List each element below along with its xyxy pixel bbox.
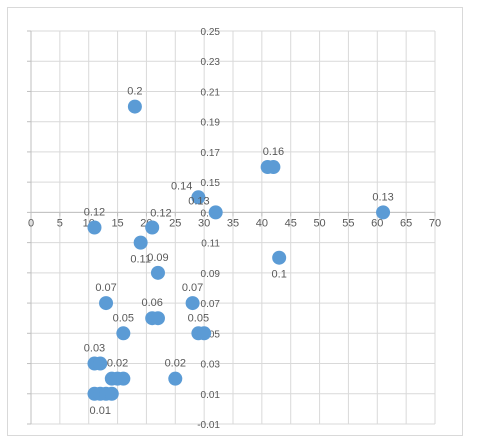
y-tick-label: -0.01 bbox=[197, 420, 220, 431]
data-point bbox=[168, 371, 183, 386]
x-tick-label: 50 bbox=[313, 217, 325, 229]
x-tick-label: 40 bbox=[256, 217, 268, 229]
x-tick-label: 55 bbox=[342, 217, 354, 229]
data-point bbox=[272, 250, 287, 265]
x-tick-label: 15 bbox=[111, 217, 123, 229]
data-label: 0.03 bbox=[84, 343, 105, 355]
y-tick-label: 0.09 bbox=[201, 269, 221, 280]
data-point bbox=[197, 326, 212, 341]
data-point bbox=[145, 220, 160, 235]
data-point bbox=[116, 371, 131, 386]
data-label: 0.05 bbox=[113, 312, 134, 324]
data-label: 0.02 bbox=[165, 358, 186, 370]
data-label: 0.01 bbox=[90, 405, 111, 417]
data-point bbox=[116, 326, 131, 341]
y-tick-label: 0.03 bbox=[201, 360, 221, 371]
y-tick-label: 0.19 bbox=[201, 118, 221, 129]
data-point bbox=[185, 296, 200, 311]
x-tick-label: 65 bbox=[400, 217, 412, 229]
data-label: 0.1 bbox=[272, 269, 287, 281]
data-label: 0.02 bbox=[107, 358, 128, 370]
data-label: 0.13 bbox=[188, 195, 209, 207]
y-tick-label: 0.15 bbox=[201, 178, 221, 189]
data-point bbox=[87, 220, 102, 235]
y-tick-label: 0.25 bbox=[201, 27, 221, 38]
x-tick-label: 0 bbox=[28, 217, 34, 229]
axes bbox=[27, 30, 436, 425]
data-label: 0.12 bbox=[150, 208, 171, 220]
data-label: 0.14 bbox=[171, 180, 192, 192]
data-label: 0.07 bbox=[95, 282, 116, 294]
y-tick-label: 0.01 bbox=[201, 390, 221, 401]
data-point bbox=[208, 205, 223, 220]
y-tick-label: 0.21 bbox=[201, 87, 221, 98]
data-point bbox=[133, 235, 148, 250]
data-point bbox=[104, 386, 119, 401]
x-tick-label: 35 bbox=[227, 217, 239, 229]
data-label: 0.16 bbox=[263, 146, 284, 158]
x-tick-label: 70 bbox=[429, 217, 441, 229]
data-point bbox=[150, 311, 165, 326]
x-tick-label: 5 bbox=[57, 217, 63, 229]
chart-frame bbox=[7, 7, 463, 436]
data-label: 0.2 bbox=[127, 86, 142, 98]
data-point bbox=[99, 296, 114, 311]
data-points bbox=[87, 99, 391, 401]
y-tick-label: 0.11 bbox=[201, 239, 220, 250]
data-label: 0.11 bbox=[130, 254, 151, 266]
data-labels: 0.20.160.140.13 0.130.12 0.120.110.10.090.… bbox=[84, 86, 394, 417]
data-label: 0.06 bbox=[141, 297, 162, 309]
data-point bbox=[191, 190, 206, 205]
x-tick-label: 25 bbox=[169, 217, 181, 229]
data-point bbox=[376, 205, 391, 220]
data-label: 0.07 bbox=[182, 282, 203, 294]
y-tick-label: 0.07 bbox=[201, 299, 221, 310]
data-point bbox=[93, 356, 108, 371]
x-tick-label: 30 bbox=[198, 217, 210, 229]
data-point bbox=[266, 160, 281, 175]
data-label: 0.05 bbox=[188, 312, 209, 324]
data-label: 0.12 bbox=[84, 207, 105, 219]
x-tick-label: 45 bbox=[285, 217, 297, 229]
data-point bbox=[127, 99, 142, 114]
y-tick-label: 0.23 bbox=[201, 57, 221, 68]
data-label: 0.13 bbox=[372, 191, 393, 203]
x-tick-label: 60 bbox=[371, 217, 383, 229]
data-label: 0.09 bbox=[147, 252, 168, 264]
data-point bbox=[150, 265, 165, 280]
y-tick-label: 0.17 bbox=[201, 148, 221, 159]
